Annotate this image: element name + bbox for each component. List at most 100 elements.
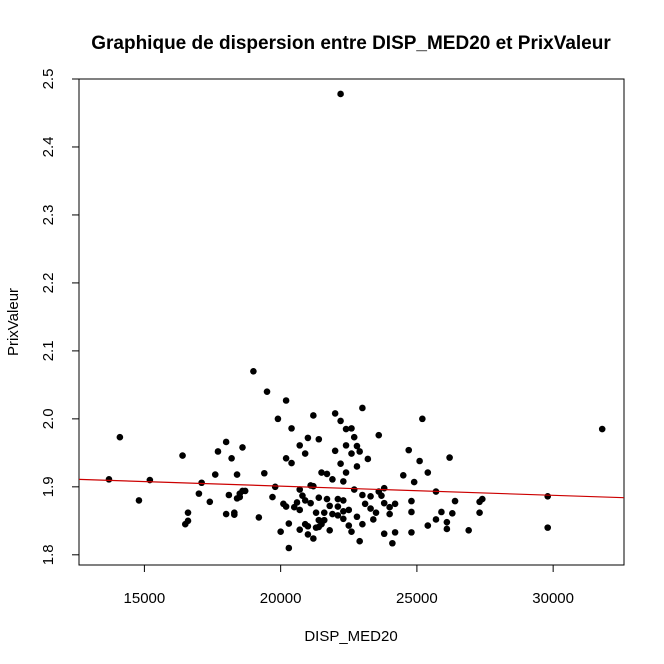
data-point [105, 476, 113, 483]
data-point [356, 448, 363, 455]
data-point [380, 499, 388, 507]
data-point [446, 454, 453, 461]
data-point [320, 516, 328, 524]
data-point [391, 500, 399, 508]
data-point [345, 522, 353, 529]
data-point [334, 495, 342, 503]
data-point [312, 509, 320, 516]
x-axis: 15000 20000 25000 30000 [124, 564, 574, 607]
data-point [375, 431, 383, 439]
data-point [337, 417, 344, 425]
data-point [342, 442, 350, 449]
data-point [370, 516, 377, 523]
data-point [282, 454, 290, 462]
data-point [424, 469, 432, 476]
data-point [282, 397, 290, 404]
y-tick-label: 2.5 [40, 69, 57, 90]
data-point [231, 511, 238, 519]
data-point [389, 539, 396, 547]
data-point [386, 510, 393, 518]
data-point [410, 478, 418, 486]
data-point [323, 495, 331, 503]
data-point [285, 544, 293, 552]
data-point [261, 469, 268, 477]
data-point [399, 471, 407, 479]
data-point [310, 535, 317, 542]
data-point [356, 537, 363, 545]
data-point [380, 530, 388, 538]
data-point [320, 509, 328, 516]
data-point [544, 524, 551, 531]
data-point [304, 434, 312, 442]
data-point [359, 404, 366, 412]
data-point [544, 493, 551, 500]
data-point [353, 463, 361, 470]
data-point [116, 433, 124, 441]
data-points [105, 90, 606, 552]
regression-line-group [78, 478, 625, 499]
data-point [443, 518, 451, 526]
y-tick-label: 2.0 [40, 408, 57, 429]
data-point [361, 500, 369, 508]
data-point [198, 479, 205, 487]
data-point [364, 455, 372, 463]
data-point [372, 509, 380, 516]
data-point [304, 531, 312, 538]
data-point [296, 526, 304, 533]
data-point [288, 425, 295, 432]
data-point [296, 486, 304, 493]
data-point [323, 470, 331, 478]
data-point [345, 506, 353, 514]
x-axis-label: DISP_MED20 [304, 628, 397, 645]
data-point [378, 492, 385, 499]
data-point [228, 454, 235, 462]
data-point [296, 506, 304, 514]
data-point [331, 410, 339, 417]
data-point [367, 505, 374, 512]
data-point [337, 460, 344, 468]
data-point [405, 446, 413, 454]
data-point [310, 412, 317, 419]
data-point [206, 498, 214, 506]
data-point [301, 497, 309, 504]
data-point [443, 525, 451, 533]
data-point [342, 469, 350, 476]
data-point [353, 513, 361, 521]
data-point [359, 491, 366, 499]
data-point [348, 450, 355, 457]
data-point [225, 491, 233, 499]
data-point [310, 482, 317, 490]
data-point [340, 478, 347, 485]
data-point [274, 415, 282, 423]
data-point [380, 484, 388, 492]
data-point [337, 90, 344, 98]
y-tick-label: 1.8 [40, 544, 57, 565]
data-point [334, 503, 342, 510]
data-point [416, 457, 423, 465]
y-tick-label: 2.3 [40, 205, 57, 226]
y-tick-label: 2.1 [40, 340, 57, 361]
data-point [331, 447, 339, 455]
x-tick-label: 25000 [396, 590, 438, 607]
data-point [438, 508, 445, 516]
data-point [350, 486, 358, 493]
regression-line [78, 478, 625, 499]
data-point [214, 448, 222, 455]
data-point [285, 520, 293, 527]
data-point [348, 528, 355, 535]
data-point [233, 471, 241, 478]
data-point [315, 435, 323, 443]
data-point [179, 452, 186, 459]
y-tick-label: 2.4 [40, 137, 57, 158]
data-point [269, 493, 276, 501]
data-point [239, 444, 246, 451]
y-axis-label: PrixValeur [5, 288, 22, 356]
chart-title: Graphique de dispersion entre DISP_MED20… [91, 33, 611, 54]
data-point [334, 512, 342, 519]
data-point [282, 503, 290, 510]
data-point [329, 510, 336, 518]
data-point [367, 493, 374, 500]
data-point [301, 450, 309, 457]
data-point [340, 508, 347, 515]
